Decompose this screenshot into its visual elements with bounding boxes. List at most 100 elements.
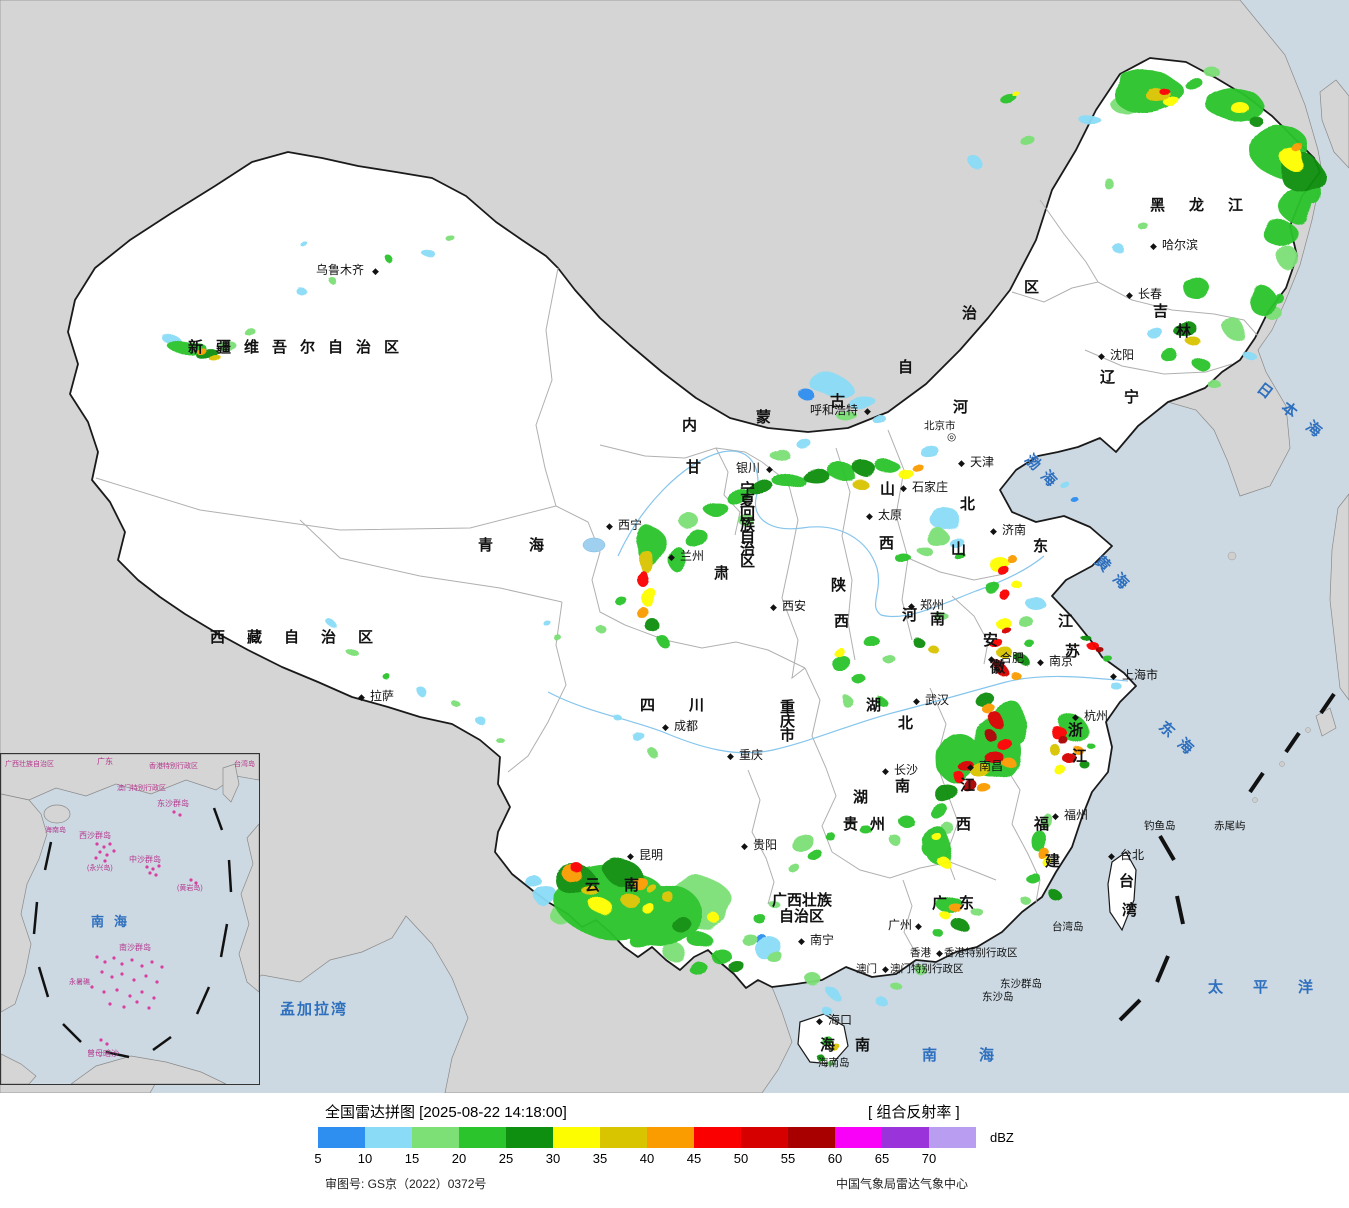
radar-echo: [686, 960, 706, 972]
inset-borneo: [70, 1055, 227, 1084]
legend-tick-value: 70: [921, 1151, 937, 1166]
island-dot: [122, 1005, 126, 1009]
prov-label: 黑龙江: [1150, 196, 1267, 214]
radar-echo: [873, 415, 887, 425]
legend-color-cell: [835, 1127, 882, 1148]
prov-label: 江: [1072, 747, 1087, 765]
inset-dash: [105, 1050, 130, 1059]
city-marker-icon: ◆: [766, 464, 773, 474]
inset-island-label: 海南岛: [45, 825, 66, 834]
legend-color-cell: [741, 1127, 788, 1148]
radar-echo: [1184, 280, 1212, 300]
radar-echo: [1063, 754, 1077, 764]
radar-echo: [1099, 176, 1111, 184]
radar-echo: [1189, 339, 1203, 349]
island-dot: [128, 994, 132, 998]
sm-label: 澳门特别行政区: [890, 962, 964, 975]
city-label: 济南: [1002, 522, 1026, 537]
radar-echo: [636, 606, 648, 618]
radar-echo: [1089, 644, 1101, 652]
island-dot: [108, 1002, 112, 1006]
radar-echo: [1248, 115, 1262, 125]
island-dot: [194, 881, 198, 885]
prov-label: 贵州: [843, 815, 897, 833]
city-label: 长沙: [894, 763, 918, 777]
radar-echo: [636, 735, 648, 745]
prov-label: 北: [898, 715, 913, 732]
island-dot: [102, 990, 106, 994]
radar-echo: [772, 472, 804, 488]
inset-island-dots: [90, 810, 198, 1046]
inset-dash: [62, 1023, 82, 1043]
radar-echo: [968, 157, 982, 167]
prov-label: 江: [960, 776, 975, 794]
prov-label: 安: [983, 631, 998, 649]
radar-echo: [991, 640, 1005, 650]
city-label: 南昌: [979, 758, 1003, 773]
radar-echo: [738, 514, 754, 526]
city-marker-icon: ◆: [1126, 290, 1133, 300]
radar-echo: [1144, 324, 1160, 336]
prov-label: 湖: [866, 697, 881, 714]
island-dot: [95, 955, 99, 959]
radar-echo: [825, 1058, 833, 1064]
radar-echo: [912, 464, 924, 472]
legend-tick-value: 20: [451, 1151, 467, 1166]
island-dot: [112, 849, 116, 853]
radar-echo: [840, 695, 852, 705]
city-label: 拉萨: [370, 688, 394, 703]
prov-label: 广东: [932, 894, 986, 912]
radar-echo: [1008, 556, 1018, 564]
radar-echo: [825, 832, 835, 840]
island-dot: [103, 960, 107, 964]
radar-echo: [1105, 658, 1115, 664]
city-marker-icon: ◆: [967, 762, 974, 772]
inset-hainan: [43, 804, 71, 824]
prov-label: 南: [930, 610, 945, 628]
radar-echo: [997, 702, 1027, 742]
radar-echo: [1042, 814, 1054, 830]
island-dot: [172, 810, 176, 814]
island-dot: [144, 974, 148, 978]
radar-echo: [988, 714, 1004, 726]
city-label: 呼和浩特: [810, 402, 858, 417]
radar-echo: [915, 543, 929, 553]
sm-label: 香港特别行政区: [944, 946, 1018, 959]
city-marker-icon: ◆: [662, 722, 669, 732]
inset-island-label: 南沙群岛: [119, 942, 151, 952]
radar-echo: [1162, 94, 1178, 106]
island-dot: [145, 865, 149, 869]
city-marker-icon: ◆: [1052, 811, 1059, 821]
radar-echo: [860, 826, 872, 834]
radar-echo: [533, 885, 557, 905]
city-label: 乌鲁木齐: [316, 262, 364, 277]
prov-label: 广西壮族: [772, 891, 833, 909]
city-marker-icon: ◆: [1150, 241, 1157, 251]
radar-echo: [1016, 585, 1026, 593]
radar-echo: [582, 884, 598, 896]
japan-north-island: [1319, 79, 1349, 169]
radar-echo: [392, 263, 400, 269]
radar-echo: [922, 844, 938, 856]
radar-echo: [915, 965, 927, 975]
radar-echo: [765, 444, 785, 456]
radar-echo: [1098, 649, 1106, 655]
radar-echo: [1026, 641, 1036, 649]
city-label: 石家庄: [912, 479, 948, 494]
radar-echo: [618, 719, 626, 725]
island-dot: [98, 850, 102, 854]
city-label: 福州: [1064, 807, 1088, 822]
qinghai-lake: [582, 537, 606, 553]
island-dot: [130, 958, 134, 962]
legend-color-cell: [412, 1127, 459, 1148]
legend-tick-value: 25: [498, 1151, 514, 1166]
radar-echo: [614, 595, 626, 605]
prov-label: 辽: [1100, 369, 1115, 386]
inset-dash: [32, 901, 39, 935]
radar-echo: [722, 486, 750, 502]
radar-echo: [672, 917, 692, 933]
radar-echo: [326, 619, 334, 625]
radar-echo: [710, 915, 722, 925]
